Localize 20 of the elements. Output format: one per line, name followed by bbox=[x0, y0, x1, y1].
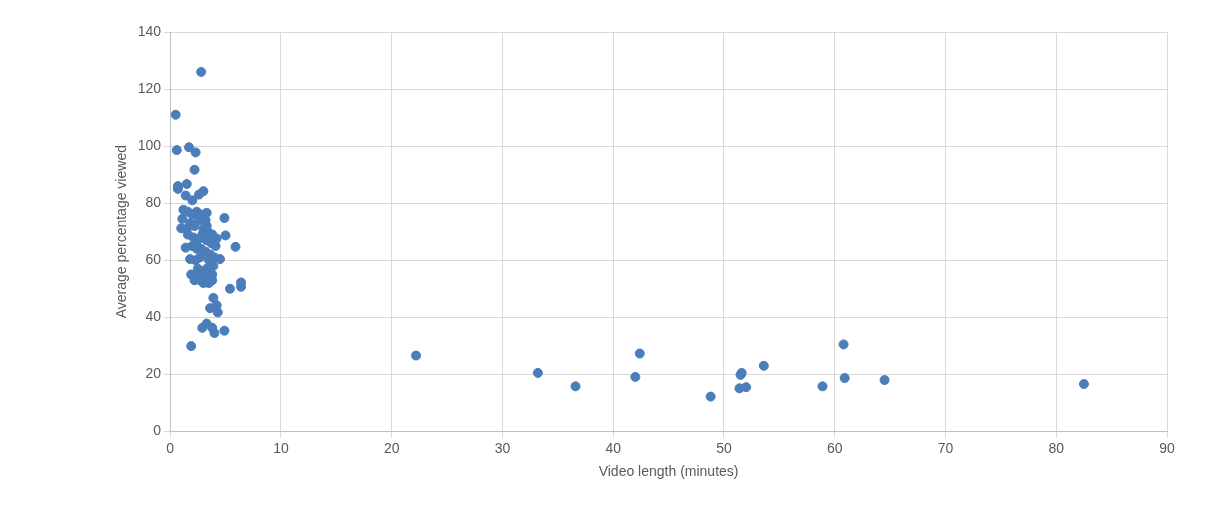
y-tick-label: 0 bbox=[153, 422, 162, 439]
y-tick-label: 120 bbox=[137, 79, 162, 96]
x-axis-title: Video length (minutes) bbox=[598, 463, 739, 480]
y-axis-title: Average percentage viewed bbox=[113, 145, 130, 319]
x-tick-label: 0 bbox=[166, 439, 175, 456]
x-tick-label: 90 bbox=[1159, 439, 1175, 456]
y-tick-label: 80 bbox=[145, 194, 162, 211]
x-tick-label: 10 bbox=[273, 439, 289, 456]
x-tick-label: 60 bbox=[826, 439, 843, 456]
x-tick-label: 50 bbox=[716, 439, 732, 456]
y-tick-label: 40 bbox=[145, 308, 162, 325]
x-tick-label: 30 bbox=[494, 439, 511, 456]
x-tick-label: 20 bbox=[383, 439, 400, 456]
x-tick-label: 40 bbox=[605, 439, 622, 456]
x-tick-label: 80 bbox=[1048, 439, 1065, 456]
x-tick-label: 70 bbox=[937, 439, 954, 456]
y-tick-label: 60 bbox=[145, 251, 162, 268]
y-tick-label: 20 bbox=[145, 365, 162, 382]
y-tick-label: 100 bbox=[137, 136, 162, 153]
y-tick-label: 140 bbox=[137, 22, 162, 39]
